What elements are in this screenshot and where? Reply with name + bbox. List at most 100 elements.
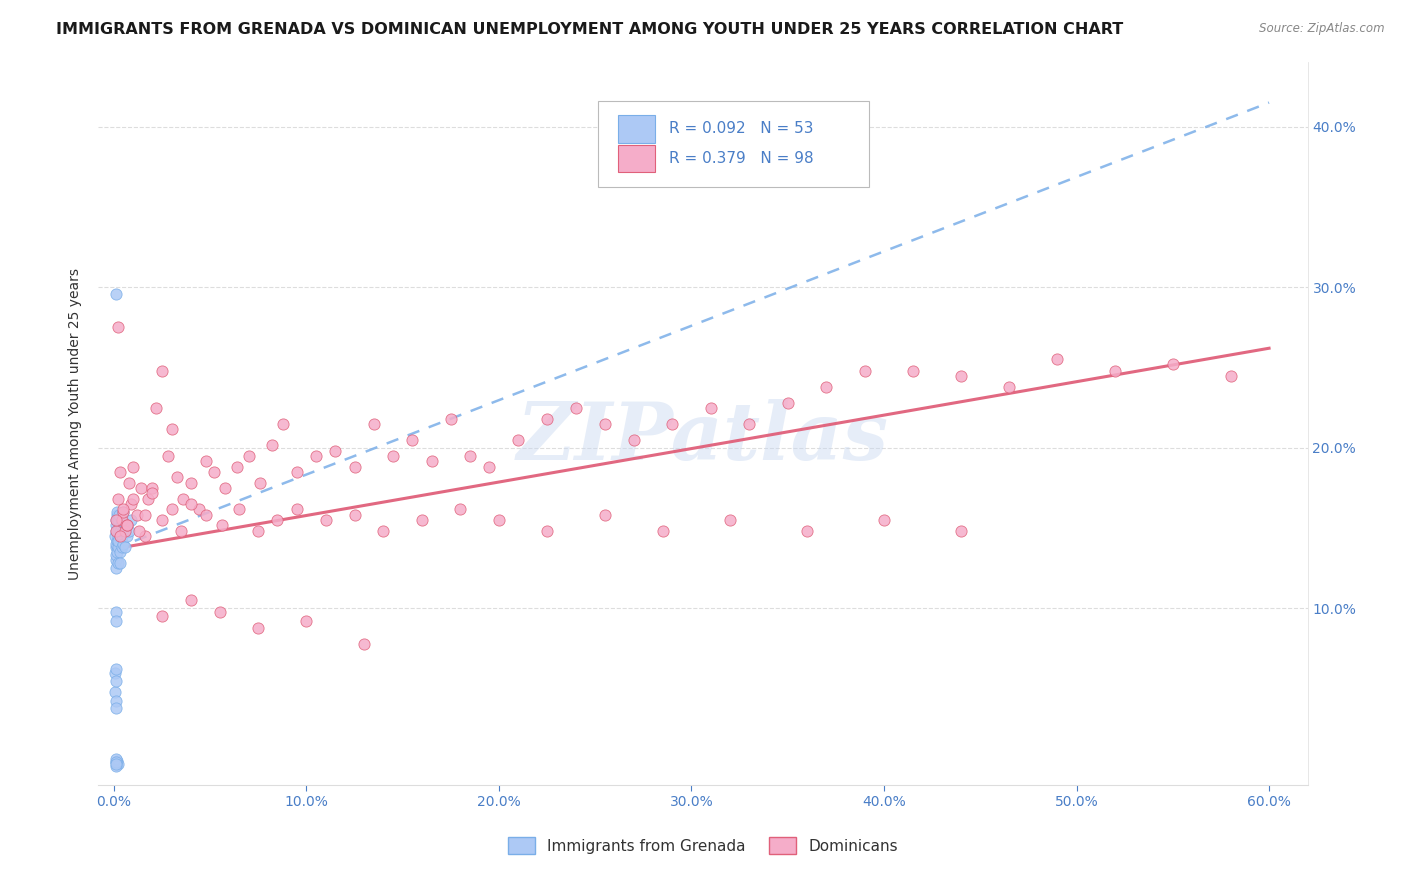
Point	[114, 541, 136, 555]
Point	[117, 517, 139, 532]
Point	[107, 508, 129, 523]
Point	[110, 513, 132, 527]
Point	[112, 537, 135, 551]
Point	[238, 449, 260, 463]
Point	[208, 605, 231, 619]
Point	[873, 513, 896, 527]
Text: R = 0.379   N = 98: R = 0.379 N = 98	[669, 151, 814, 166]
Point	[699, 401, 721, 415]
Point	[117, 529, 139, 543]
Point	[950, 524, 973, 539]
Point	[107, 492, 129, 507]
Point	[211, 517, 233, 532]
Point	[117, 517, 139, 532]
Point	[623, 433, 645, 447]
Point	[776, 396, 799, 410]
Point	[353, 637, 375, 651]
Point	[195, 453, 218, 467]
Point	[107, 533, 129, 548]
Point	[104, 513, 127, 527]
Bar	[619, 115, 655, 143]
Point	[247, 524, 270, 539]
Point	[998, 380, 1021, 394]
Point	[105, 662, 128, 676]
Point	[796, 524, 818, 539]
Point	[112, 501, 135, 516]
Point	[305, 449, 328, 463]
Point	[107, 757, 129, 772]
Point	[104, 517, 127, 532]
Point	[122, 492, 145, 507]
Point	[118, 524, 141, 539]
Point	[343, 508, 366, 523]
Point	[108, 545, 131, 559]
Point	[104, 553, 127, 567]
Point	[104, 541, 127, 555]
Point	[141, 485, 163, 500]
Point	[104, 524, 127, 539]
Point	[117, 517, 139, 532]
Point	[104, 757, 127, 772]
Point	[104, 752, 127, 766]
Point	[202, 465, 225, 479]
Point	[247, 621, 270, 635]
Point	[260, 437, 283, 451]
Point	[195, 508, 218, 523]
Point	[411, 513, 433, 527]
Point	[593, 417, 616, 431]
Point	[104, 694, 127, 708]
Point	[104, 758, 127, 772]
Point	[104, 529, 127, 543]
Point	[122, 460, 145, 475]
Point	[110, 541, 132, 555]
Point	[214, 481, 236, 495]
Y-axis label: Unemployment Among Youth under 25 years: Unemployment Among Youth under 25 years	[69, 268, 83, 580]
Point	[104, 561, 127, 575]
Point	[382, 449, 405, 463]
Point	[458, 449, 481, 463]
Point	[104, 756, 127, 770]
Point	[120, 513, 142, 527]
Point	[172, 492, 194, 507]
Point	[145, 401, 167, 415]
Point	[488, 513, 510, 527]
Point	[180, 476, 202, 491]
Point	[107, 557, 129, 571]
Point	[104, 549, 127, 563]
Point	[105, 754, 128, 768]
Point	[508, 433, 530, 447]
Point	[104, 665, 127, 680]
Point	[901, 364, 924, 378]
Point	[323, 444, 346, 458]
Point	[228, 501, 250, 516]
Point	[156, 449, 179, 463]
Point	[105, 505, 128, 519]
Point	[718, 513, 741, 527]
Point	[134, 529, 156, 543]
Point	[420, 453, 443, 467]
Point	[1161, 357, 1184, 371]
Point	[593, 508, 616, 523]
Point	[373, 524, 395, 539]
Point	[104, 685, 127, 699]
Point	[1104, 364, 1126, 378]
Point	[129, 481, 152, 495]
Point	[401, 433, 423, 447]
Point	[104, 756, 127, 770]
Point	[160, 501, 183, 516]
Point	[104, 701, 127, 715]
Point	[180, 593, 202, 607]
Point	[150, 609, 173, 624]
Point	[105, 513, 128, 527]
Point	[107, 524, 129, 539]
Point	[170, 524, 193, 539]
FancyBboxPatch shape	[598, 101, 869, 186]
Text: R = 0.092   N = 53: R = 0.092 N = 53	[669, 121, 814, 136]
Point	[141, 481, 163, 495]
Point	[536, 524, 558, 539]
Point	[166, 469, 188, 483]
Point	[104, 286, 127, 301]
Point	[950, 368, 973, 383]
Point	[285, 465, 308, 479]
Point	[150, 364, 173, 378]
